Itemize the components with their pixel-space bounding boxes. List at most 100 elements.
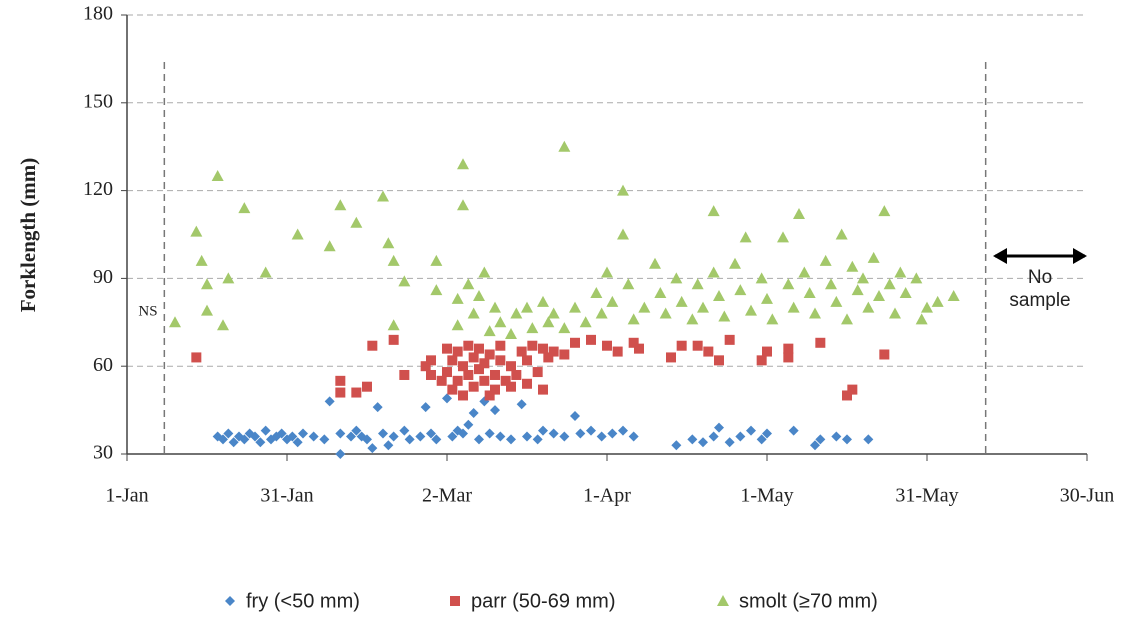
point xyxy=(889,307,901,319)
point xyxy=(532,367,543,378)
point xyxy=(291,228,304,240)
point xyxy=(324,396,335,407)
point xyxy=(707,205,720,217)
point xyxy=(468,352,479,363)
point xyxy=(362,434,372,445)
point xyxy=(462,278,475,290)
point xyxy=(783,352,794,363)
point xyxy=(474,343,484,354)
point xyxy=(761,292,773,304)
point xyxy=(777,231,789,243)
point xyxy=(452,346,463,357)
point xyxy=(538,384,548,395)
point xyxy=(675,295,688,307)
point xyxy=(649,257,661,269)
point xyxy=(398,275,411,287)
point xyxy=(671,440,682,451)
point xyxy=(490,384,500,395)
point xyxy=(724,437,735,448)
point xyxy=(788,425,799,436)
point xyxy=(713,289,725,301)
point xyxy=(634,343,644,354)
point xyxy=(436,375,447,386)
point xyxy=(483,325,496,337)
point xyxy=(558,322,571,334)
point xyxy=(505,328,517,340)
series xyxy=(191,334,890,401)
point xyxy=(447,431,458,442)
point xyxy=(255,437,266,448)
point xyxy=(601,266,613,278)
point xyxy=(612,346,623,357)
legend-label: fry (<50 mm) xyxy=(246,590,360,612)
point xyxy=(484,428,495,439)
point xyxy=(474,364,484,375)
point xyxy=(718,310,731,322)
point xyxy=(842,390,852,401)
point xyxy=(659,307,672,319)
point xyxy=(420,402,431,413)
point xyxy=(894,266,907,278)
point xyxy=(430,284,443,296)
point xyxy=(495,431,506,442)
point xyxy=(857,272,869,284)
point xyxy=(426,355,436,366)
point xyxy=(846,260,859,272)
point xyxy=(915,313,928,325)
point xyxy=(490,405,500,416)
point xyxy=(526,322,539,334)
point xyxy=(250,431,260,442)
point xyxy=(798,266,811,278)
point xyxy=(259,266,272,278)
point xyxy=(686,313,699,325)
point xyxy=(558,140,571,152)
point xyxy=(622,278,635,290)
point xyxy=(569,301,581,313)
point xyxy=(548,428,559,439)
point xyxy=(479,375,490,386)
point xyxy=(420,361,431,372)
point xyxy=(490,369,500,380)
point xyxy=(714,422,724,433)
point xyxy=(494,316,507,328)
point xyxy=(292,437,303,448)
point xyxy=(782,278,795,290)
point xyxy=(847,384,858,395)
point xyxy=(532,434,543,445)
point xyxy=(787,301,800,313)
point xyxy=(457,199,469,211)
point xyxy=(617,184,629,196)
legend-marker xyxy=(450,596,460,606)
y-tick-label: 30 xyxy=(93,442,113,464)
point xyxy=(687,434,698,445)
point xyxy=(947,289,960,301)
point xyxy=(238,202,251,214)
point xyxy=(511,369,522,380)
point xyxy=(458,428,468,439)
point xyxy=(382,237,395,249)
point xyxy=(415,431,426,442)
point xyxy=(819,254,832,266)
point xyxy=(218,434,228,445)
point xyxy=(350,216,363,228)
point xyxy=(692,340,703,351)
point xyxy=(921,301,933,313)
point xyxy=(527,340,538,351)
point xyxy=(627,313,640,325)
point xyxy=(239,434,250,445)
point xyxy=(335,375,346,386)
y-axis-label: Forklength (mm) xyxy=(16,158,40,313)
point xyxy=(878,205,891,217)
point xyxy=(628,337,639,348)
point xyxy=(506,381,516,392)
point xyxy=(223,428,234,439)
legend-label: parr (50-69 mm) xyxy=(471,590,615,612)
point xyxy=(607,428,618,439)
point xyxy=(388,431,399,442)
x-tick-label: 31-May xyxy=(895,485,958,507)
grid xyxy=(127,14,1087,367)
point xyxy=(467,307,480,319)
point xyxy=(516,399,527,410)
point xyxy=(367,340,378,351)
point xyxy=(468,408,479,419)
